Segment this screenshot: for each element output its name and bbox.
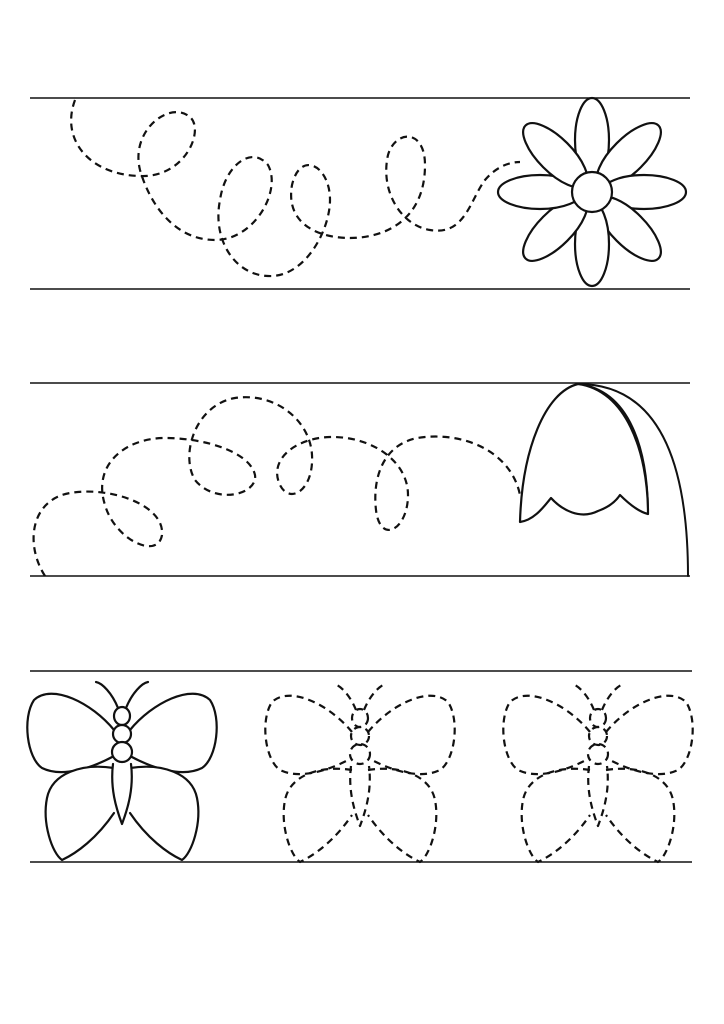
butterfly-icon (26, 680, 218, 862)
dashed-butterfly-2 (502, 682, 694, 864)
flower-icon (496, 96, 688, 288)
row-2-tracing-loops (32, 396, 522, 577)
row-1 (30, 96, 690, 290)
row-2 (30, 382, 690, 577)
row-1-tracing-loops (70, 99, 521, 278)
dashed-butterfly-1 (264, 682, 456, 864)
tulip-icon (518, 382, 689, 577)
row-3 (26, 670, 694, 864)
